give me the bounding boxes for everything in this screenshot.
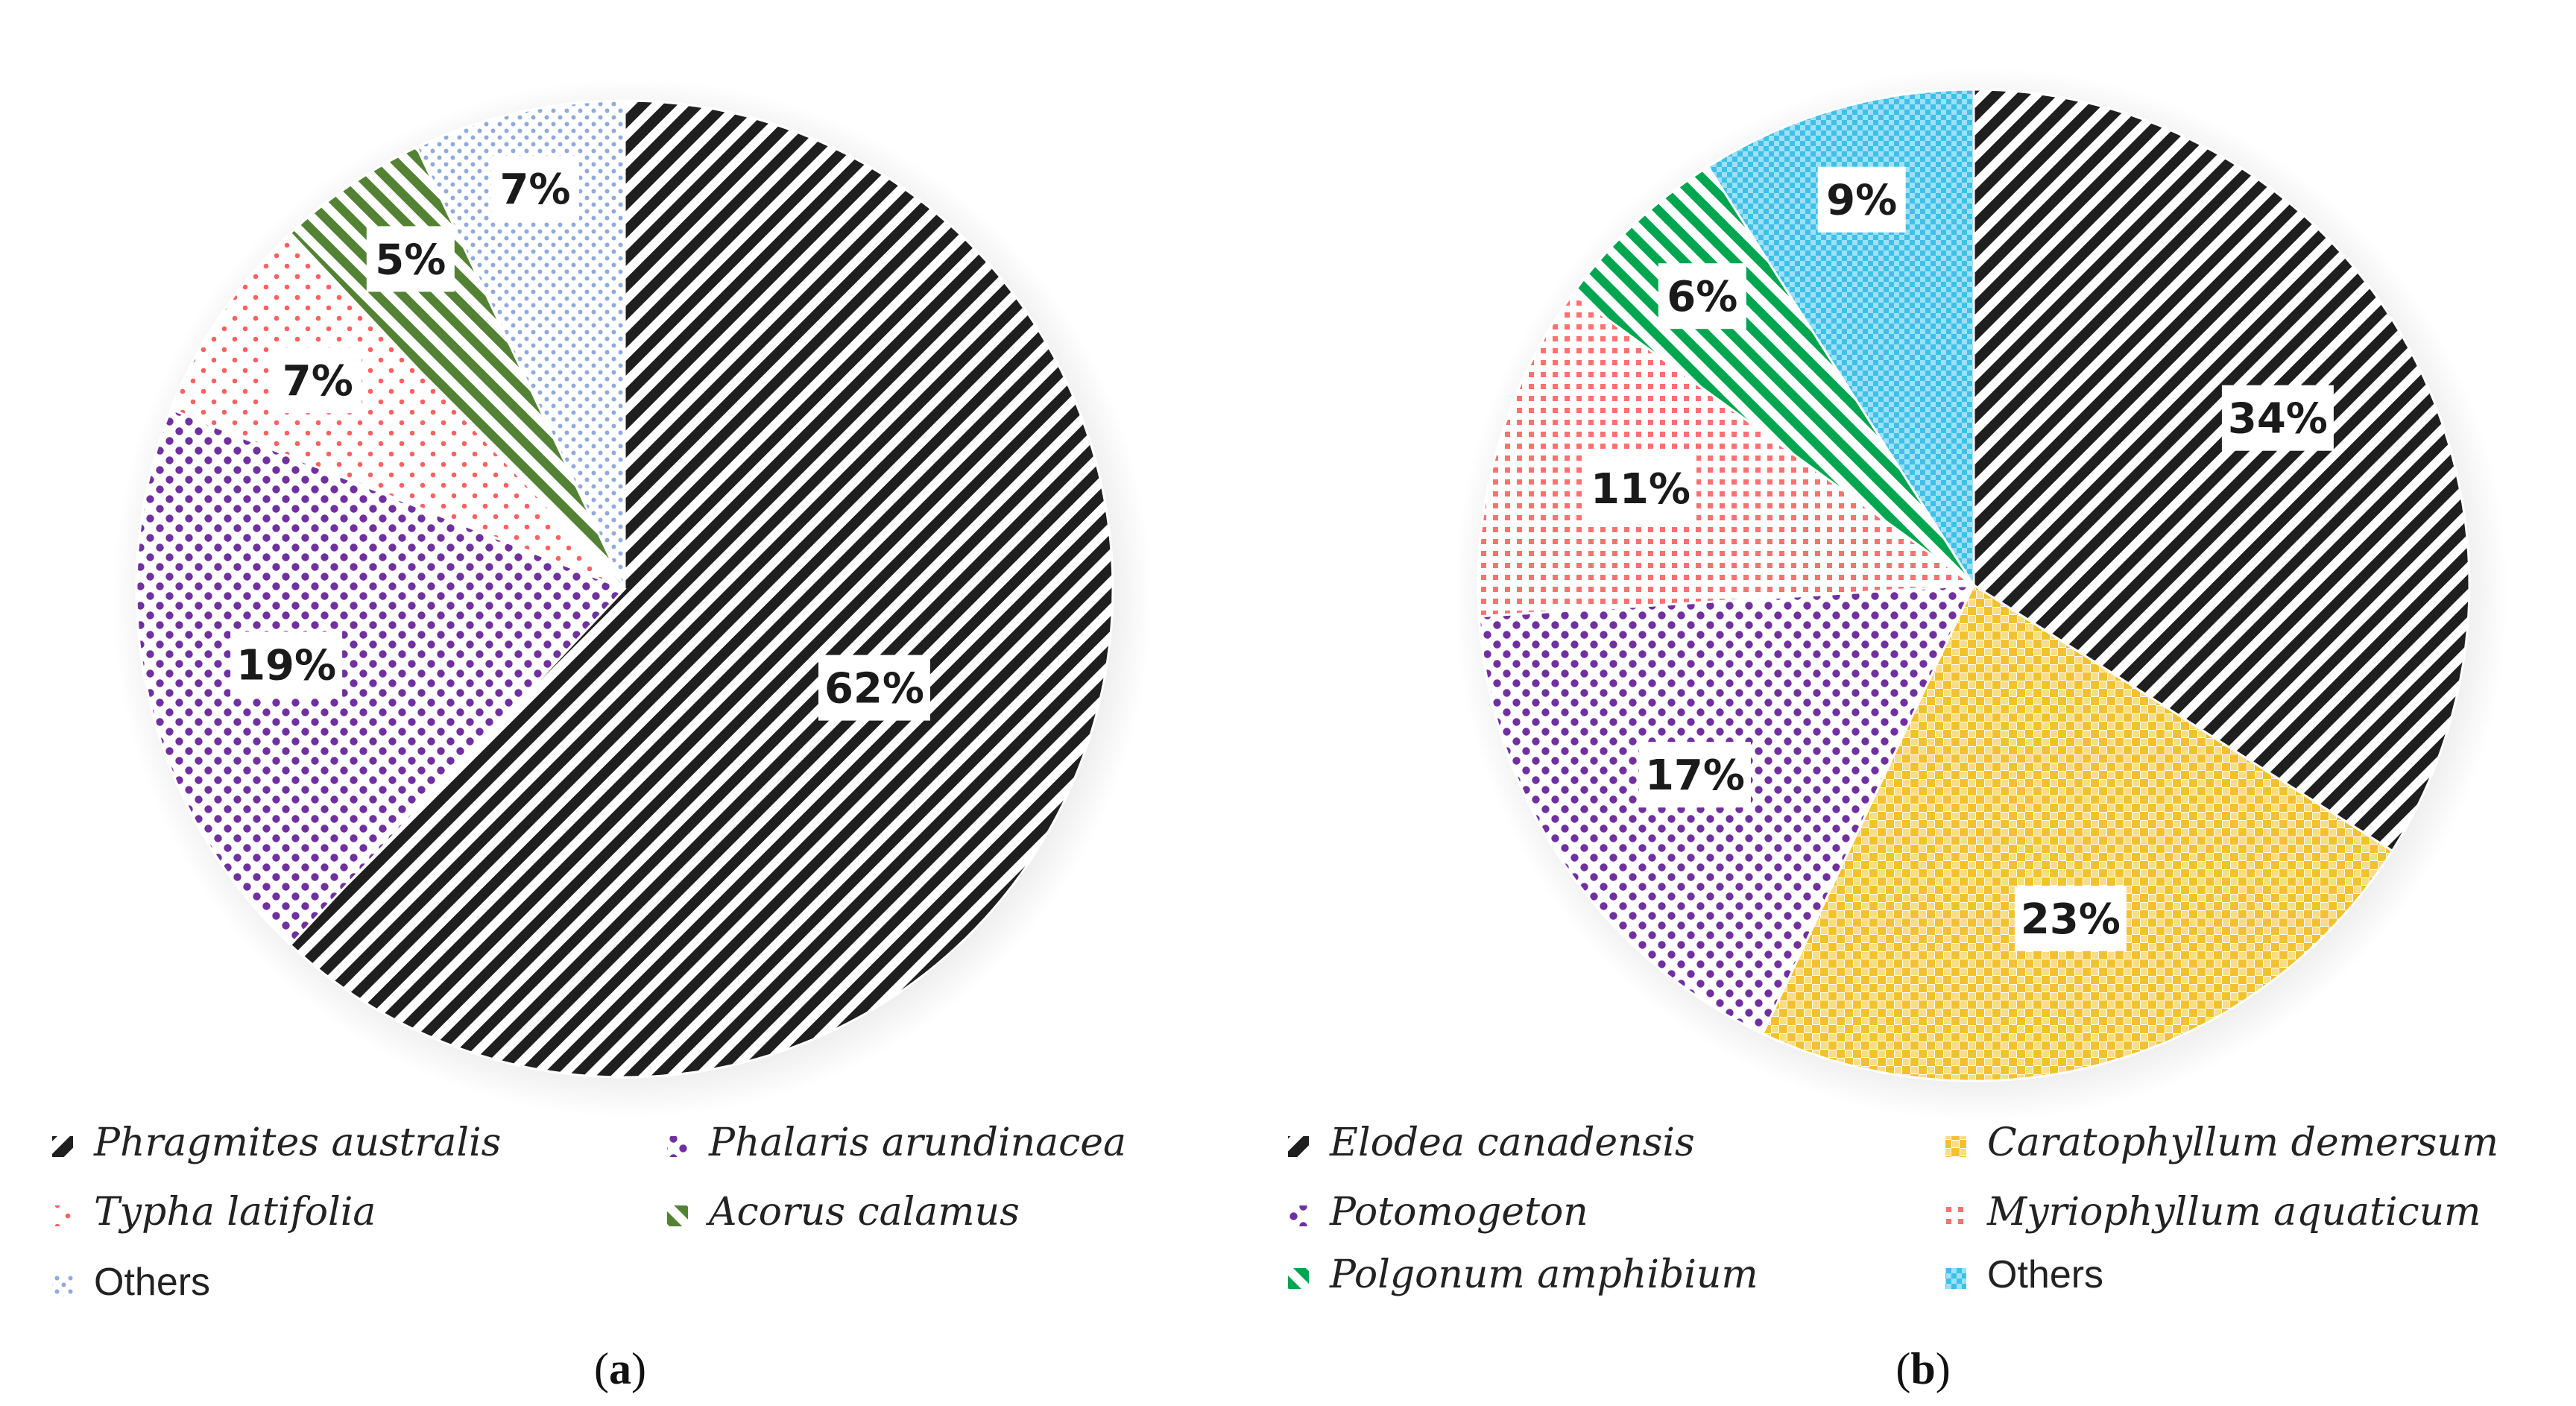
data-label: 11% [1591,465,1690,514]
data-label: 19% [236,641,336,690]
panel-label-b: (b) [1895,1344,1950,1393]
data-label: 6% [1667,273,1737,321]
legend-swatch [1945,1136,1966,1157]
data-label-box [1639,742,1751,808]
data-label: 17% [1645,751,1745,800]
data-label: 34% [2228,395,2328,444]
data-label-box [2014,886,2127,951]
data-label-box [1585,455,1696,522]
legend-swatch [667,1205,688,1226]
legend-label: Myriophyllum aquaticum [1986,1190,2481,1235]
slice-others [1706,88,1975,590]
data-label-box [2221,385,2334,451]
legend-swatch [1288,1136,1309,1157]
legend-swatch [52,1276,73,1296]
slice-elodea-canadensis [1972,88,2471,853]
legend-swatch [667,1136,688,1157]
pie-chart-b: 34% 23% 17% 11% 6% 9% [1454,67,2508,1121]
panel-label-a: (a) [594,1344,646,1393]
data-label: 23% [2021,895,2121,944]
legend-b: Elodea canadensis Caratophyllum demersum P… [1288,1120,2498,1297]
legend-label: Potomogeton [1329,1190,1588,1235]
slices-a [135,99,1114,1079]
legend-label: Phalaris arundinacea [708,1120,1126,1165]
legend-swatch [1288,1268,1309,1289]
legend-label: Phragmites australis [93,1120,501,1165]
slice-others [415,99,626,590]
slice-myriophyllum-aquaticum [1477,292,1977,618]
data-label-box [366,226,455,292]
data-label-box [1658,263,1746,330]
legend-label: Others [1987,1253,2103,1296]
slice-phalaris-arundinacea [135,407,627,947]
legend-label: Polgonum amphibium [1329,1252,1758,1297]
slice-phragmites-australis [288,99,1114,1079]
legend-swatch [1945,1268,1966,1289]
data-label-box [818,655,930,721]
legend-label: Acorus calamus [706,1190,1020,1235]
data-label-box [491,156,579,222]
slice-potomogeton [1477,584,1976,1035]
data-label: 62% [824,665,924,713]
slice-typha-latifolia [169,231,626,590]
slices-b [1477,88,2471,1082]
data-label-box [274,347,362,414]
slice-caratophyllum-demersum [1761,583,2394,1082]
legend-swatch [1288,1205,1309,1226]
data-label: 9% [1826,177,1897,225]
data-label: 7% [282,357,353,406]
legend-label: Others [94,1261,210,1304]
legend-a: Phragmites australis Phalaris arundinacea… [52,1120,1126,1304]
legend-label: Caratophyllum demersum [1987,1120,2498,1165]
data-labels-a: 62% 19% 7% 5% 7% [230,156,930,721]
data-label-box [1817,166,1906,233]
legend-label: Typha latifolia [94,1190,376,1235]
data-labels-b: 34% 23% 17% 11% 6% 9% [1585,166,2334,951]
legend-swatch [52,1136,73,1157]
legend-swatch [52,1205,73,1226]
data-label: 7% [499,165,570,214]
legend-label: Elodea canadensis [1329,1120,1695,1165]
data-label-box [230,631,343,698]
legend-swatch [1945,1205,1966,1226]
data-label: 5% [375,236,446,284]
pie-chart-a: 62% 19% 7% 5% 7% [113,78,1152,1117]
